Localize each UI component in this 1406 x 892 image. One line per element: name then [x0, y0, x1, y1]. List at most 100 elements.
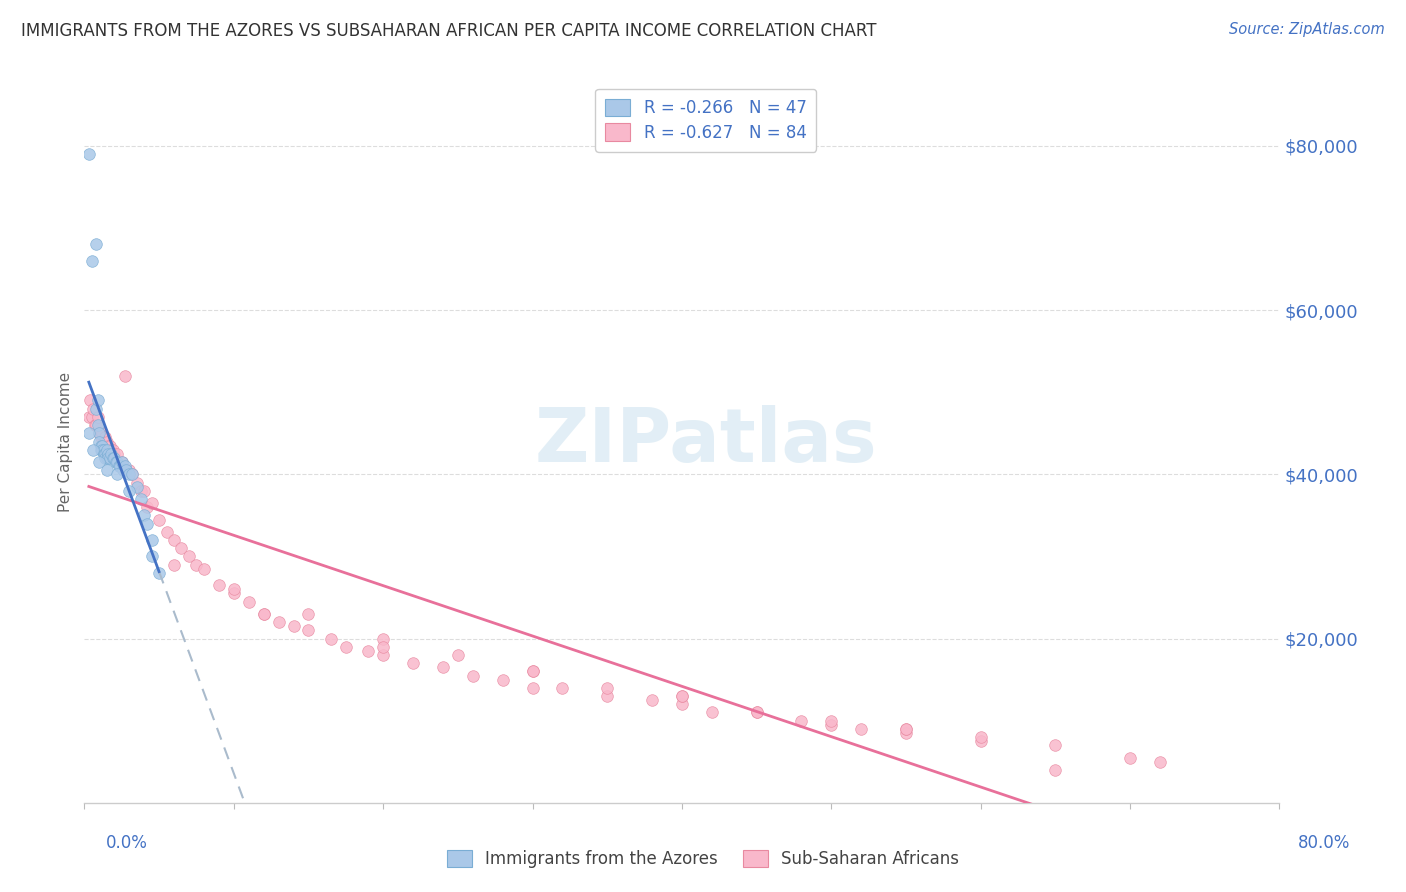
Point	[970, 734, 993, 748]
Point	[1119, 750, 1142, 764]
Point	[98, 439, 121, 453]
Point	[125, 475, 148, 490]
Point	[163, 533, 186, 547]
Point	[1149, 755, 1171, 769]
Point	[118, 483, 141, 498]
Point	[118, 467, 141, 482]
Text: ZIPatlas: ZIPatlas	[534, 405, 877, 478]
Point	[186, 558, 208, 572]
Point	[283, 619, 305, 633]
Point	[492, 673, 515, 687]
Point	[222, 582, 245, 597]
Point	[101, 450, 124, 465]
Point	[297, 624, 319, 638]
Point	[107, 459, 129, 474]
Point	[170, 541, 193, 556]
Point	[82, 442, 104, 457]
Point	[671, 689, 693, 703]
Point	[112, 463, 135, 477]
Point	[148, 512, 170, 526]
Point	[93, 447, 115, 461]
Point	[125, 480, 148, 494]
Point	[790, 714, 813, 728]
Point	[208, 578, 231, 592]
Point	[86, 418, 108, 433]
Point	[136, 516, 159, 531]
Point	[335, 640, 357, 654]
Y-axis label: Per Capita Income: Per Capita Income	[58, 371, 73, 512]
Text: IMMIGRANTS FROM THE AZORES VS SUBSAHARAN AFRICAN PER CAPITA INCOME CORRELATION C: IMMIGRANTS FROM THE AZORES VS SUBSAHARAN…	[21, 22, 876, 40]
Point	[87, 393, 110, 408]
Text: 0.0%: 0.0%	[105, 834, 148, 852]
Point	[80, 409, 103, 424]
Point	[94, 450, 117, 465]
Point	[121, 467, 143, 482]
Point	[90, 430, 112, 444]
Point	[136, 500, 159, 515]
Point	[522, 681, 544, 695]
Text: 80.0%: 80.0%	[1298, 834, 1350, 852]
Point	[77, 409, 100, 424]
Point	[522, 665, 544, 679]
Point	[100, 447, 122, 461]
Point	[115, 463, 138, 477]
Point	[97, 439, 120, 453]
Point	[141, 549, 163, 564]
Point	[700, 706, 723, 720]
Point	[97, 447, 120, 461]
Point	[193, 562, 215, 576]
Point	[894, 726, 917, 740]
Point	[114, 368, 136, 383]
Point	[447, 648, 470, 662]
Point	[551, 681, 574, 695]
Point	[90, 439, 112, 453]
Point	[86, 401, 108, 416]
Point	[110, 459, 132, 474]
Point	[177, 549, 200, 564]
Point	[111, 455, 134, 469]
Point	[894, 722, 917, 736]
Point	[253, 607, 276, 621]
Point	[103, 450, 125, 465]
Point	[851, 722, 873, 736]
Point	[89, 426, 111, 441]
Point	[357, 644, 380, 658]
Point	[86, 237, 108, 252]
Point	[89, 455, 111, 469]
Point	[373, 640, 395, 654]
Point	[91, 442, 114, 457]
Point	[522, 665, 544, 679]
Point	[77, 147, 100, 161]
Point	[77, 426, 100, 441]
Point	[104, 455, 127, 469]
Point	[267, 615, 290, 630]
Point	[148, 566, 170, 580]
Point	[105, 467, 128, 482]
Point	[80, 253, 103, 268]
Point	[91, 439, 114, 453]
Point	[96, 442, 118, 457]
Point	[94, 430, 117, 444]
Point	[373, 632, 395, 646]
Point	[114, 459, 136, 474]
Point	[121, 467, 143, 482]
Point	[118, 463, 141, 477]
Text: Source: ZipAtlas.com: Source: ZipAtlas.com	[1229, 22, 1385, 37]
Point	[1045, 739, 1067, 753]
Point	[83, 418, 105, 433]
Point	[163, 558, 186, 572]
Point	[432, 660, 454, 674]
Point	[96, 450, 118, 465]
Point	[641, 693, 664, 707]
Point	[94, 447, 117, 461]
Point	[97, 450, 120, 465]
Point	[970, 730, 993, 744]
Point	[253, 607, 276, 621]
Point	[89, 434, 111, 449]
Point	[373, 648, 395, 662]
Point	[745, 706, 768, 720]
Point	[894, 722, 917, 736]
Point	[155, 524, 177, 539]
Point	[297, 607, 319, 621]
Point	[96, 434, 118, 449]
